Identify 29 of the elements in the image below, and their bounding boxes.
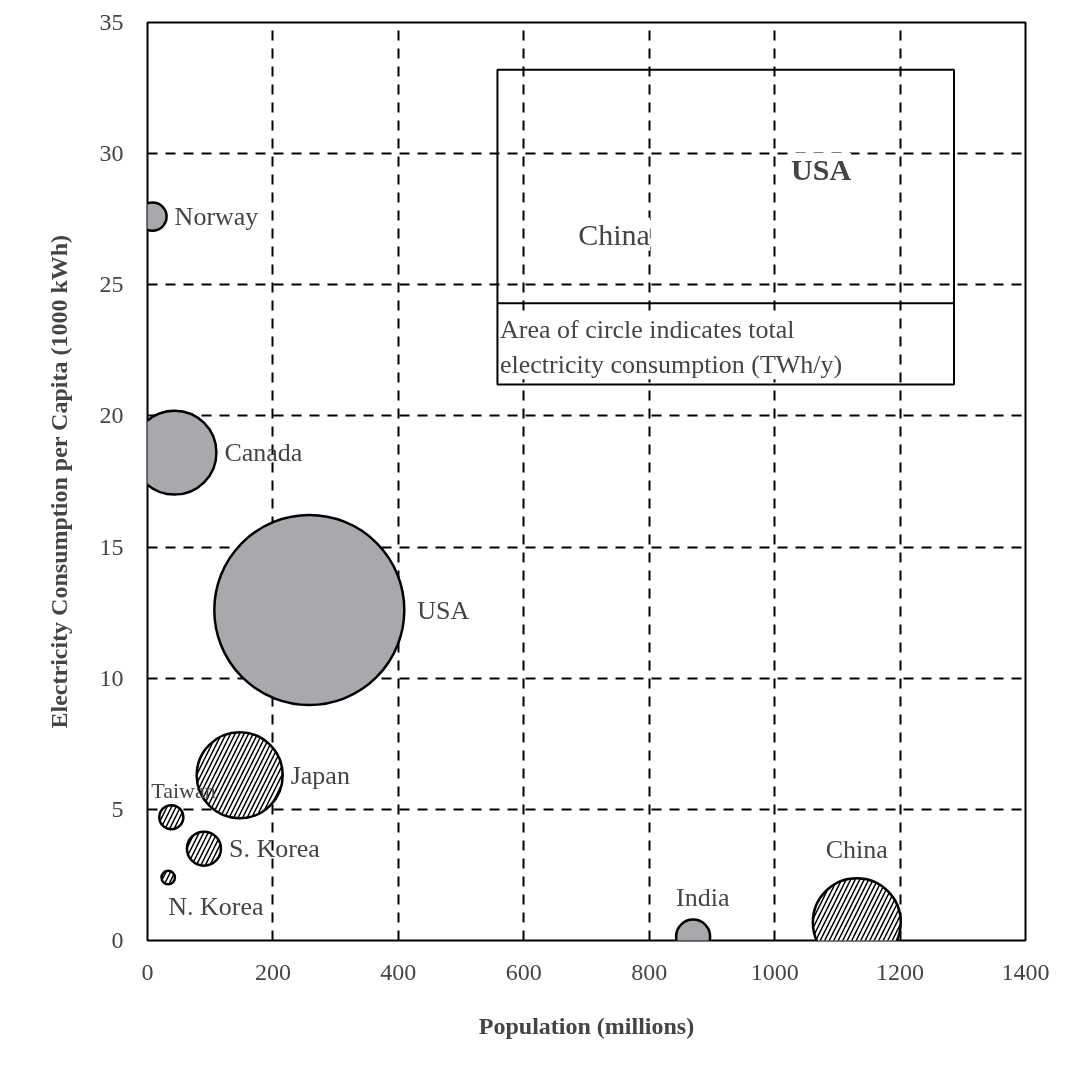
annotation: S. Korea [228,834,321,864]
annotation: Area of circle indicates total electricity consumption (TWh/y) [499,315,843,380]
x-tick-label: 400 [380,958,417,985]
x-axis-title: Population (millions) [478,1012,695,1039]
y-tick-label: 30 [99,140,124,167]
annotation: USA [791,152,852,186]
y-tick-label: 25 [99,271,124,298]
annotation: Canada [224,438,303,468]
annotation: N. Korea [168,892,264,922]
annotation: China [578,217,650,251]
x-tick-label: 0 [141,958,154,985]
x-tick-label: 600 [505,958,542,985]
y-tick-label: 15 [99,533,124,560]
y-tick-label: 0 [111,927,124,953]
annotation: India [676,882,730,912]
y-axis-title: Electricity Consumption per Capita (1000 kWh) [45,234,72,729]
annotation: China [825,835,889,865]
x-tick-label: 800 [631,958,668,985]
y-tick-label: 5 [111,795,124,822]
y-tick-label: 35 [99,9,124,35]
y-tick-label: 10 [99,664,124,691]
x-tick-label: 200 [254,958,291,985]
x-tick-label: 1000 [750,958,799,985]
x-tick-label: 1200 [876,958,925,985]
annotation: Norway [174,202,259,232]
x-tick-label: 1400 [1001,958,1050,985]
annotation: USA [417,595,470,625]
y-tick-label: 20 [99,402,124,429]
annotation: Japan [290,760,350,790]
